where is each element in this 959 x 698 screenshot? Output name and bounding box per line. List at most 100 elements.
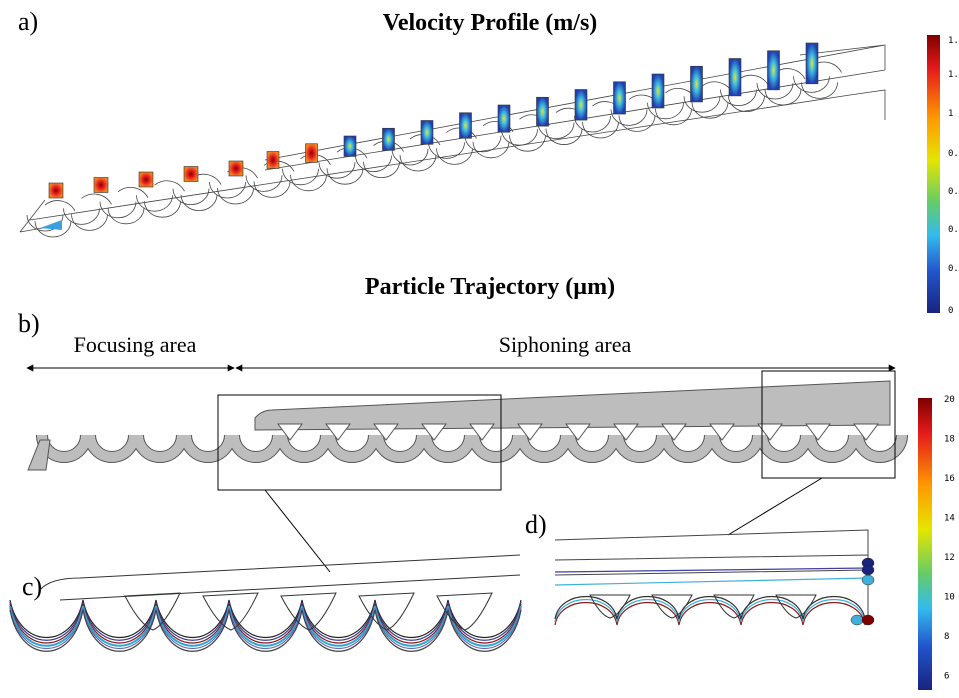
panel-label: c) bbox=[22, 572, 42, 601]
colorbar-label: 1. bbox=[948, 70, 959, 80]
channel-loop bbox=[701, 81, 733, 93]
panel-label: a) bbox=[18, 7, 38, 36]
section bbox=[343, 135, 357, 157]
region-label: Focusing area bbox=[74, 332, 197, 357]
region-label: Siphoning area bbox=[499, 332, 632, 357]
trajectory bbox=[9, 607, 522, 649]
zoom-line bbox=[264, 489, 331, 573]
channel-loop bbox=[172, 188, 218, 211]
section bbox=[690, 65, 703, 103]
section bbox=[420, 120, 434, 145]
trajectory bbox=[554, 567, 869, 573]
particle bbox=[850, 614, 864, 626]
trajectory-zoom-c bbox=[9, 554, 522, 652]
panel-title: Velocity Profile (m/s) bbox=[383, 10, 598, 36]
channel-loop bbox=[537, 122, 583, 145]
colorbar-label: 0. bbox=[948, 225, 959, 235]
trajectory bbox=[9, 603, 522, 644]
channel-loop bbox=[117, 187, 149, 198]
particle bbox=[861, 574, 875, 586]
section bbox=[228, 160, 244, 177]
triangle-hole bbox=[757, 423, 783, 441]
channel-loop bbox=[793, 76, 838, 99]
channel-loop bbox=[209, 181, 254, 205]
channel-loop bbox=[647, 102, 692, 126]
section bbox=[459, 112, 472, 139]
channel-loop bbox=[154, 180, 185, 192]
trajectory bbox=[9, 599, 522, 638]
channel-loop bbox=[720, 89, 765, 112]
triangle-hole bbox=[709, 423, 735, 441]
triangle-hole bbox=[277, 423, 303, 441]
section bbox=[138, 171, 154, 188]
section bbox=[382, 127, 395, 151]
channel-loop bbox=[391, 148, 437, 172]
section bbox=[767, 50, 780, 91]
channel-loop bbox=[81, 193, 112, 205]
channel-top bbox=[39, 554, 521, 601]
outlet bbox=[40, 220, 62, 230]
triangle-hole bbox=[651, 594, 693, 619]
triangle-hole bbox=[469, 423, 495, 441]
section bbox=[728, 58, 742, 97]
channel-wedge bbox=[254, 380, 891, 431]
colorbar-label: 10 bbox=[944, 593, 955, 603]
triangle-hole bbox=[421, 423, 447, 441]
channel-top bbox=[554, 529, 869, 620]
colorbar-label: 0. bbox=[948, 264, 959, 274]
zoom-line bbox=[727, 477, 823, 536]
section bbox=[613, 81, 626, 115]
triangle-hole bbox=[124, 592, 181, 631]
section bbox=[93, 177, 109, 193]
section bbox=[497, 104, 511, 133]
section bbox=[805, 42, 819, 85]
velocity-channel bbox=[19, 44, 886, 238]
panel-label: b) bbox=[18, 309, 40, 338]
trajectory bbox=[9, 605, 522, 647]
colorbar-label: 18 bbox=[944, 435, 955, 445]
section bbox=[651, 73, 665, 109]
channel-loop bbox=[610, 109, 656, 132]
triangle-hole bbox=[589, 594, 631, 619]
colorbar-label: 20 bbox=[944, 395, 955, 405]
channel-loop bbox=[464, 135, 510, 159]
channel-2d bbox=[27, 380, 908, 471]
triangle-hole bbox=[775, 594, 817, 619]
channel-wave bbox=[37, 434, 907, 462]
triangle-hole bbox=[373, 423, 399, 441]
triangle-hole bbox=[517, 423, 543, 441]
channel-loop bbox=[428, 142, 473, 165]
zoom-box bbox=[761, 370, 896, 479]
triangle-hole bbox=[805, 423, 831, 441]
inlet bbox=[27, 439, 51, 471]
colorbar-label: 8 bbox=[944, 632, 949, 642]
particle bbox=[861, 614, 875, 626]
triangle-hole bbox=[613, 423, 639, 441]
zoom-box bbox=[217, 394, 502, 491]
colorbar bbox=[927, 35, 940, 313]
channel-edge bbox=[19, 44, 886, 233]
colorbar-label: 12 bbox=[944, 553, 955, 563]
channel-loop bbox=[282, 168, 327, 192]
colorbar-label: 1 bbox=[948, 109, 953, 119]
section bbox=[266, 151, 280, 169]
channel-loop bbox=[574, 115, 619, 139]
trajectory bbox=[9, 609, 522, 652]
section bbox=[305, 143, 318, 163]
particle bbox=[861, 564, 875, 576]
trajectory bbox=[554, 602, 866, 626]
section bbox=[183, 166, 199, 182]
channel-loop bbox=[99, 201, 145, 225]
colorbar-label: 6 bbox=[944, 672, 949, 682]
triangle-hole bbox=[358, 592, 415, 631]
section bbox=[48, 182, 64, 199]
colorbar-label: 0 bbox=[948, 306, 953, 316]
triangle-hole bbox=[280, 592, 337, 631]
colorbar-label: 16 bbox=[944, 474, 955, 484]
triangle-hole bbox=[713, 594, 755, 619]
colorbar bbox=[918, 398, 932, 690]
colorbar-label: 0. bbox=[948, 187, 959, 197]
panel-label: d) bbox=[525, 510, 547, 539]
channel-loop bbox=[355, 155, 400, 178]
